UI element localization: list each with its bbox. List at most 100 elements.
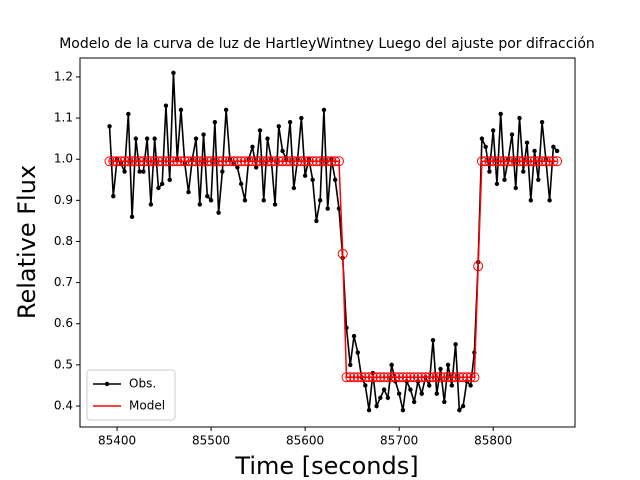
model-point xyxy=(443,372,454,383)
model-point xyxy=(439,372,450,383)
model-point xyxy=(480,156,491,167)
data-point xyxy=(129,214,135,219)
data-point xyxy=(235,165,240,170)
data-point xyxy=(238,181,244,187)
model-point xyxy=(379,372,390,383)
data-point xyxy=(396,391,402,396)
model-point xyxy=(333,156,344,167)
model-point xyxy=(386,372,397,383)
data-point xyxy=(302,173,308,178)
model-point xyxy=(142,156,153,167)
data-point xyxy=(220,169,225,174)
model-point xyxy=(465,372,476,383)
model-point xyxy=(409,372,420,383)
x-tick-label: 85700 xyxy=(380,434,418,448)
model-point xyxy=(454,372,465,383)
data-point xyxy=(355,350,360,355)
model-point xyxy=(232,156,243,167)
data-point xyxy=(171,70,176,76)
model-point xyxy=(247,156,258,167)
model-point xyxy=(326,156,337,167)
model-point xyxy=(533,156,544,167)
data-point xyxy=(551,144,556,150)
data-point xyxy=(216,210,221,215)
model-point xyxy=(488,156,499,167)
x-axis-label: Time [seconds] xyxy=(234,452,418,480)
data-point xyxy=(163,103,169,108)
model-point xyxy=(397,372,408,383)
data-point xyxy=(325,206,330,211)
model-point xyxy=(525,156,536,167)
model-point xyxy=(484,156,495,167)
data-point xyxy=(521,169,526,174)
model-point xyxy=(412,372,423,383)
model-point xyxy=(506,156,517,167)
x-tick-label: 85400 xyxy=(98,434,136,448)
data-point xyxy=(412,399,417,405)
model-point xyxy=(164,156,175,167)
data-point xyxy=(287,119,293,125)
data-point xyxy=(122,169,127,174)
data-point xyxy=(378,395,383,400)
model-point xyxy=(307,156,318,167)
data-point xyxy=(197,202,203,207)
model-point xyxy=(330,156,341,167)
data-point xyxy=(159,181,165,187)
data-point xyxy=(317,198,323,203)
data-point xyxy=(434,391,439,396)
model-point xyxy=(522,156,533,167)
model-point xyxy=(349,372,360,383)
data-point xyxy=(333,177,338,182)
model-point xyxy=(288,156,299,167)
data-point xyxy=(513,185,518,191)
model-point xyxy=(198,156,209,167)
data-point xyxy=(152,136,157,141)
data-point xyxy=(272,202,278,207)
data-point xyxy=(457,407,462,413)
plot-area xyxy=(104,70,563,413)
model-point xyxy=(134,156,145,167)
model-point xyxy=(476,156,487,167)
model-point xyxy=(296,156,307,167)
data-point xyxy=(490,128,496,133)
model-point xyxy=(243,156,254,167)
model-point xyxy=(262,156,273,167)
model-point xyxy=(194,156,205,167)
model-point xyxy=(518,156,529,167)
model-point xyxy=(168,156,179,167)
data-point xyxy=(449,383,455,388)
model-point xyxy=(119,156,130,167)
model-point xyxy=(446,372,457,383)
model-point xyxy=(108,156,119,167)
data-point xyxy=(299,115,304,121)
data-point xyxy=(468,383,473,388)
y-tick-label: 1.1 xyxy=(54,111,73,125)
data-point xyxy=(261,198,266,203)
data-point xyxy=(291,185,297,191)
model-point xyxy=(537,156,548,167)
model-point xyxy=(495,156,506,167)
model-point xyxy=(322,156,333,167)
model-point xyxy=(160,156,171,167)
model-point xyxy=(157,156,168,167)
data-point xyxy=(381,387,387,392)
data-point xyxy=(223,107,229,113)
data-point xyxy=(265,136,270,141)
data-point xyxy=(494,181,500,187)
data-point xyxy=(250,144,255,150)
data-point xyxy=(498,111,503,117)
model-point xyxy=(360,372,371,383)
model-point xyxy=(435,372,446,383)
model-point xyxy=(514,156,525,167)
model-point xyxy=(273,156,284,167)
model-point xyxy=(217,156,228,167)
model-point xyxy=(503,156,514,167)
data-point xyxy=(460,403,466,409)
model-point xyxy=(138,156,149,167)
data-point xyxy=(453,342,458,347)
model-point xyxy=(458,372,469,383)
model-point xyxy=(258,156,269,167)
model-point xyxy=(318,156,329,167)
model-point xyxy=(469,372,480,383)
